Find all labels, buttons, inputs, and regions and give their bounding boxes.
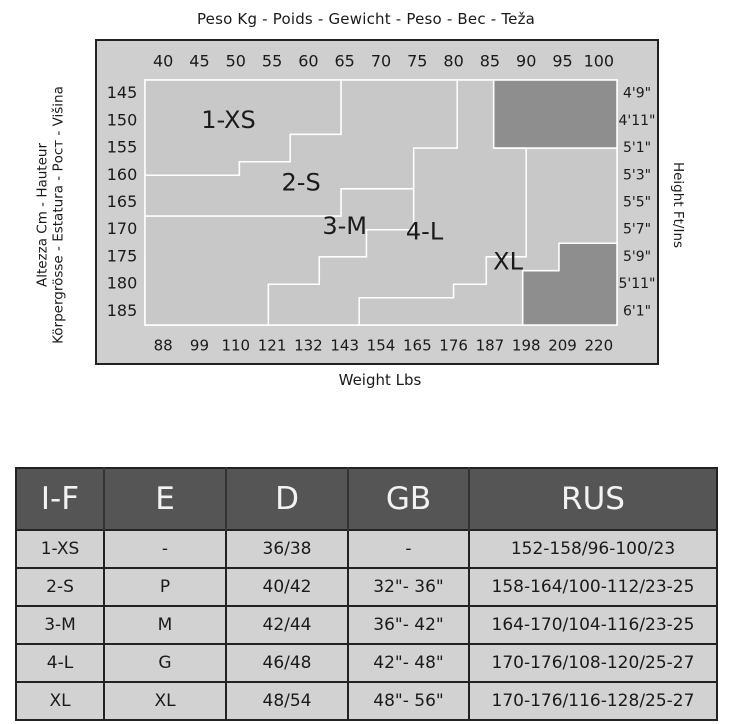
x-tick-kg: 55 [262, 52, 282, 71]
table-cell: XL [16, 681, 104, 720]
y-tick-ft: 4'11" [618, 113, 655, 129]
table-cell: 42"- 48" [347, 643, 469, 682]
y-tick-cm: 165 [107, 192, 138, 211]
zone-label-xl: XL [493, 247, 523, 275]
y-tick-ft: 4'9" [623, 86, 651, 102]
excluded-region [492, 79, 618, 149]
y-axis-label-left-line1: Altezza Cm - Hauteur [34, 142, 51, 288]
y-axis-label-left: Altezza Cm - Hauteur Körpergrösse - Esta… [34, 86, 66, 344]
table-header-row: I-F E D GB RUS [16, 468, 717, 530]
x-tick-lbs: 99 [190, 337, 209, 355]
table-cell: XL [103, 681, 226, 720]
table-cell: - [103, 529, 226, 568]
y-tick-cm: 180 [107, 274, 138, 293]
x-tick-kg: 70 [371, 52, 391, 71]
y-tick-ft: 5'9" [623, 249, 651, 265]
table-cell: - [347, 529, 469, 568]
x-tick-lbs: 143 [330, 337, 359, 355]
y-axis-label-right: Height Ft/Ins [669, 161, 686, 249]
x-tick-lbs: 88 [154, 337, 173, 355]
x-axis-label-bottom: Weight Lbs [338, 371, 422, 389]
y-tick-ft: 6'1" [623, 303, 651, 319]
table-cell: 158-164/100-112/23-25 [468, 567, 717, 606]
x-tick-lbs: 110 [221, 337, 250, 355]
x-tick-kg: 90 [516, 52, 536, 71]
table-cell: 32"- 36" [347, 567, 469, 606]
table-cell: 48/54 [225, 681, 348, 720]
axis-ticks: 40 45 50 55 60 65 70 75 80 85 90 95 100 88 99 110 121 132… [107, 52, 656, 355]
y-tick-cm: 175 [107, 246, 138, 265]
x-tick-kg: 85 [480, 52, 500, 71]
table-cell: 4-L [16, 643, 104, 682]
x-tick-lbs: 165 [403, 337, 432, 355]
x-tick-lbs: 209 [548, 337, 577, 355]
table-row: XL XL 48/54 48"- 56" 170-176/116-128/25-… [16, 681, 717, 720]
y-tick-ft: 5'7" [623, 222, 651, 238]
y-tick-ft: 5'5" [623, 195, 651, 211]
x-tick-lbs: 154 [367, 337, 396, 355]
chart-title: Peso Kg - Poids - Gewicht - Peso - Bec -… [196, 10, 536, 28]
x-tick-kg: 80 [443, 52, 463, 71]
table-cell: 2-S [16, 567, 104, 606]
y-tick-cm: 145 [107, 83, 138, 102]
x-tick-kg: 60 [298, 52, 318, 71]
x-tick-kg: 50 [226, 52, 246, 71]
table-cell: 48"- 56" [347, 681, 469, 720]
x-tick-kg: 95 [552, 52, 572, 71]
table-cell: 1-XS [16, 529, 104, 568]
header-cell-rus: RUS [468, 468, 717, 530]
zone-label-2-s: 2-S [282, 168, 321, 196]
x-tick-kg: 40 [153, 52, 173, 71]
header-cell-e: E [103, 468, 226, 530]
zone-label-4-l: 4-L [406, 217, 444, 245]
table-cell: G [103, 643, 226, 682]
table-row: 1-XS - 36/38 - 152-158/96-100/23 [16, 529, 717, 568]
x-tick-kg: 100 [584, 52, 615, 71]
table-cell: 170-176/108-120/25-27 [468, 643, 717, 682]
table-row: 3-M M 42/44 36"- 42" 164-170/104-116/23-… [16, 605, 717, 644]
header-cell-gb: GB [347, 468, 469, 530]
table-row: 4-L G 46/48 42"- 48" 170-176/108-120/25-… [16, 643, 717, 682]
table-cell: 3-M [16, 605, 104, 644]
x-tick-lbs: 121 [258, 337, 287, 355]
x-tick-lbs: 132 [294, 337, 323, 355]
table-cell: 40/42 [225, 567, 348, 606]
y-tick-cm: 170 [107, 219, 138, 238]
y-tick-ft: 5'11" [618, 276, 655, 292]
y-axis-label-left-line2: Körpergrösse - Estatura - Рост - Višina [50, 86, 66, 344]
x-tick-lbs: 198 [512, 337, 541, 355]
header-cell-d: D [225, 468, 348, 530]
size-zone-xl [358, 147, 618, 326]
y-tick-cm: 185 [107, 301, 138, 320]
size-chart: 1-XS 2-S3-M 4-L XL 40 45 50 55 60 65 70 75 80 85 90 95… [95, 39, 659, 365]
header-cell-if: I-F [16, 468, 104, 530]
y-tick-cm: 150 [107, 110, 138, 129]
x-tick-lbs: 187 [476, 337, 505, 355]
table-cell: 152-158/96-100/23 [468, 529, 717, 568]
x-tick-lbs: 220 [585, 337, 614, 355]
zone-labels: 1-XS 2-S3-M 4-L XL [201, 106, 523, 276]
x-tick-kg: 65 [335, 52, 355, 71]
table-cell: 164-170/104-116/23-25 [468, 605, 717, 644]
table-row: 2-S P 40/42 32"- 36" 158-164/100-112/23-… [16, 567, 717, 606]
y-tick-cm: 155 [107, 138, 138, 157]
x-tick-lbs: 176 [439, 337, 468, 355]
y-tick-cm: 160 [107, 165, 138, 184]
x-tick-kg: 45 [189, 52, 209, 71]
table-cell: 170-176/116-128/25-27 [468, 681, 717, 720]
table-cell: P [103, 567, 226, 606]
size-zones [144, 79, 618, 326]
table-cell: 46/48 [225, 643, 348, 682]
y-tick-ft: 5'1" [623, 140, 651, 156]
size-conversion-table: I-F E D GB RUS 1-XS - 36/38 - 152-158/96… [15, 467, 718, 721]
x-tick-kg: 75 [407, 52, 427, 71]
y-tick-ft: 5'3" [623, 167, 651, 183]
table-cell: M [103, 605, 226, 644]
zone-label-1-xs: 1-XS [201, 106, 255, 134]
table-cell: 42/44 [225, 605, 348, 644]
table-cell: 36"- 42" [347, 605, 469, 644]
table-cell: 36/38 [225, 529, 348, 568]
zone-label-3-m: 3-M [322, 212, 367, 240]
